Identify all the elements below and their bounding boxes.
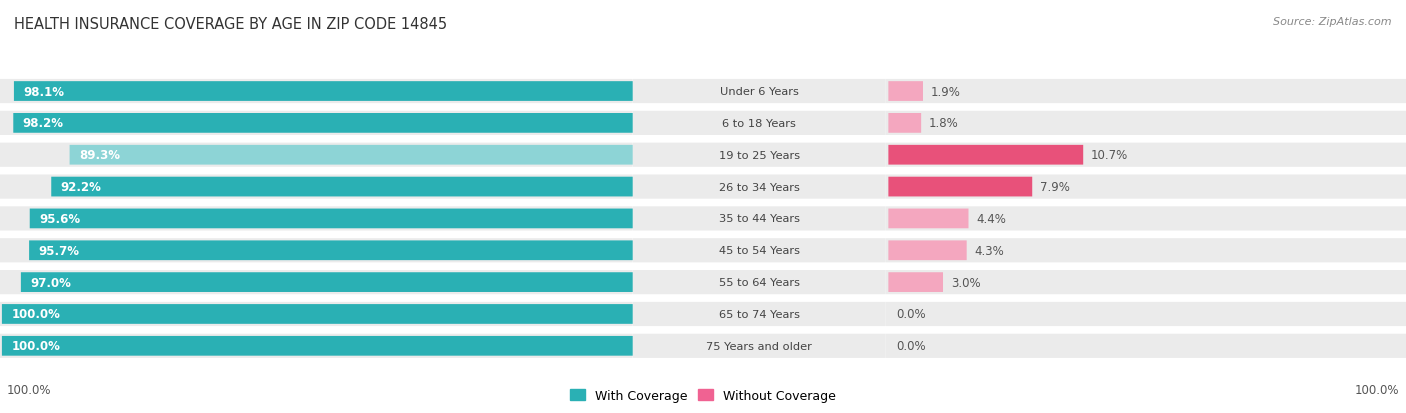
Text: 75 Years and older: 75 Years and older <box>706 341 813 351</box>
FancyBboxPatch shape <box>633 175 886 199</box>
FancyBboxPatch shape <box>1 336 633 356</box>
Legend: With Coverage, Without Coverage: With Coverage, Without Coverage <box>565 384 841 407</box>
FancyBboxPatch shape <box>0 271 633 294</box>
Text: Under 6 Years: Under 6 Years <box>720 87 799 97</box>
FancyBboxPatch shape <box>0 239 633 263</box>
Text: 92.2%: 92.2% <box>60 180 101 194</box>
FancyBboxPatch shape <box>886 143 1406 167</box>
FancyBboxPatch shape <box>0 80 633 104</box>
Text: 4.4%: 4.4% <box>976 212 1007 225</box>
FancyBboxPatch shape <box>633 334 886 358</box>
Text: 0.0%: 0.0% <box>896 308 925 320</box>
Text: Source: ZipAtlas.com: Source: ZipAtlas.com <box>1274 17 1392 26</box>
FancyBboxPatch shape <box>889 82 922 102</box>
FancyBboxPatch shape <box>889 273 943 292</box>
FancyBboxPatch shape <box>886 175 1406 199</box>
Text: 55 to 64 Years: 55 to 64 Years <box>718 278 800 287</box>
FancyBboxPatch shape <box>889 241 967 261</box>
FancyBboxPatch shape <box>889 209 969 229</box>
FancyBboxPatch shape <box>886 112 1406 135</box>
FancyBboxPatch shape <box>51 177 633 197</box>
FancyBboxPatch shape <box>633 239 886 263</box>
Text: 100.0%: 100.0% <box>1354 384 1399 396</box>
Text: 95.7%: 95.7% <box>38 244 80 257</box>
FancyBboxPatch shape <box>0 143 633 167</box>
FancyBboxPatch shape <box>889 177 1032 197</box>
FancyBboxPatch shape <box>0 207 633 231</box>
FancyBboxPatch shape <box>889 114 921 133</box>
Text: 1.9%: 1.9% <box>931 85 960 98</box>
FancyBboxPatch shape <box>633 302 886 326</box>
FancyBboxPatch shape <box>886 334 1406 358</box>
FancyBboxPatch shape <box>889 145 1083 165</box>
Text: 3.0%: 3.0% <box>950 276 980 289</box>
Text: 100.0%: 100.0% <box>11 308 60 320</box>
FancyBboxPatch shape <box>633 80 886 104</box>
FancyBboxPatch shape <box>1 304 633 324</box>
FancyBboxPatch shape <box>13 114 633 133</box>
Text: 95.6%: 95.6% <box>39 212 80 225</box>
Text: 6 to 18 Years: 6 to 18 Years <box>723 119 796 128</box>
Text: 98.2%: 98.2% <box>22 117 63 130</box>
FancyBboxPatch shape <box>886 271 1406 294</box>
FancyBboxPatch shape <box>0 112 633 135</box>
Text: 0.0%: 0.0% <box>896 339 925 352</box>
FancyBboxPatch shape <box>0 334 633 358</box>
FancyBboxPatch shape <box>0 175 633 199</box>
Text: HEALTH INSURANCE COVERAGE BY AGE IN ZIP CODE 14845: HEALTH INSURANCE COVERAGE BY AGE IN ZIP … <box>14 17 447 31</box>
FancyBboxPatch shape <box>633 271 886 294</box>
Text: 10.7%: 10.7% <box>1091 149 1128 162</box>
Text: 35 to 44 Years: 35 to 44 Years <box>718 214 800 224</box>
FancyBboxPatch shape <box>30 241 633 261</box>
Text: 97.0%: 97.0% <box>31 276 72 289</box>
FancyBboxPatch shape <box>886 302 1406 326</box>
FancyBboxPatch shape <box>70 145 633 165</box>
Text: 7.9%: 7.9% <box>1040 180 1070 194</box>
FancyBboxPatch shape <box>886 207 1406 231</box>
FancyBboxPatch shape <box>886 80 1406 104</box>
Text: 19 to 25 Years: 19 to 25 Years <box>718 150 800 160</box>
FancyBboxPatch shape <box>14 82 633 102</box>
FancyBboxPatch shape <box>633 207 886 231</box>
FancyBboxPatch shape <box>30 209 633 229</box>
FancyBboxPatch shape <box>633 143 886 167</box>
Text: 89.3%: 89.3% <box>79 149 120 162</box>
Text: 98.1%: 98.1% <box>24 85 65 98</box>
FancyBboxPatch shape <box>0 302 633 326</box>
Text: 65 to 74 Years: 65 to 74 Years <box>718 309 800 319</box>
Text: 100.0%: 100.0% <box>11 339 60 352</box>
FancyBboxPatch shape <box>21 273 633 292</box>
Text: 4.3%: 4.3% <box>974 244 1004 257</box>
FancyBboxPatch shape <box>886 239 1406 263</box>
FancyBboxPatch shape <box>633 112 886 135</box>
Text: 1.8%: 1.8% <box>929 117 959 130</box>
Text: 100.0%: 100.0% <box>7 384 52 396</box>
Text: 26 to 34 Years: 26 to 34 Years <box>718 182 800 192</box>
Text: 45 to 54 Years: 45 to 54 Years <box>718 246 800 256</box>
